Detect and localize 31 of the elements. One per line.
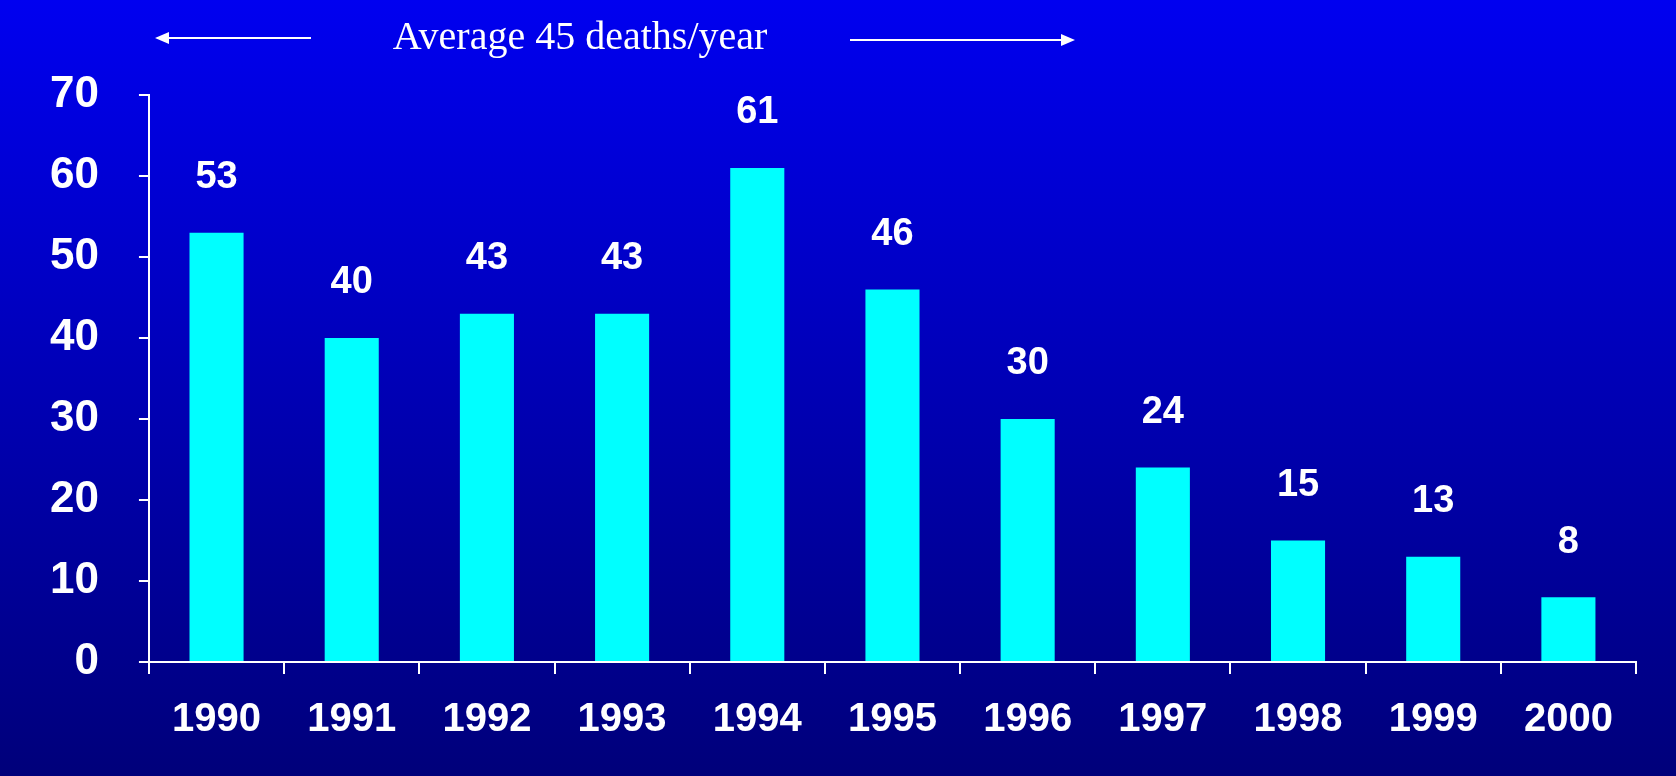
data-label: 46 <box>871 210 914 253</box>
x-tick-label: 1995 <box>847 695 937 740</box>
x-tick-label: 2000 <box>1523 695 1613 740</box>
y-tick-label: 40 <box>49 310 99 360</box>
data-label: 40 <box>330 259 373 302</box>
y-tick-label: 60 <box>49 148 99 198</box>
y-tick-label: 70 <box>49 67 99 117</box>
x-tick-label: 1991 <box>307 695 397 740</box>
x-tick-label: 1990 <box>172 695 262 740</box>
x-tick-label: 1998 <box>1253 695 1343 740</box>
y-tick-label: 50 <box>49 229 99 279</box>
data-label: 61 <box>736 89 779 132</box>
y-tick-label: 0 <box>74 634 99 684</box>
data-label: 53 <box>195 154 238 197</box>
x-tick-label: 1993 <box>577 695 667 740</box>
data-label: 8 <box>1557 518 1579 561</box>
y-tick-label: 30 <box>49 391 99 441</box>
x-tick-label: 1999 <box>1388 695 1478 740</box>
x-tick-label: 1997 <box>1118 695 1208 740</box>
data-label: 43 <box>600 235 644 278</box>
data-label: 13 <box>1412 478 1455 521</box>
y-tick-label: 10 <box>49 553 99 603</box>
data-label: 15 <box>1276 461 1320 504</box>
x-tick-label: 1996 <box>983 695 1073 740</box>
x-tick-label: 1994 <box>712 695 803 740</box>
data-label: 30 <box>1006 340 1049 383</box>
y-tick-label: 20 <box>49 472 99 522</box>
data-label: 24 <box>1141 389 1184 432</box>
text: Average 45 deaths/year <box>392 12 768 58</box>
data-label: 43 <box>465 235 509 278</box>
x-tick-label: 1992 <box>442 695 532 740</box>
